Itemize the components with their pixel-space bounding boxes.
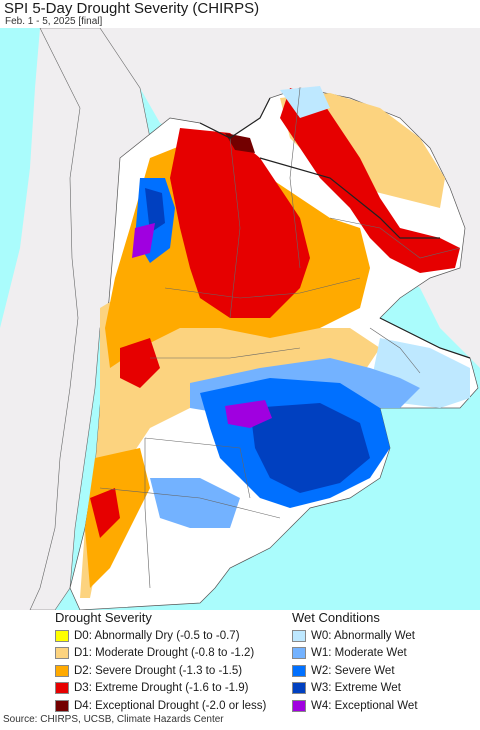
legend: Drought Severity D0: Abnormally Dry (-0.… <box>0 610 480 712</box>
legend-label-w4: W4: Exceptional Wet <box>311 699 418 712</box>
zone-w4 <box>225 400 272 428</box>
legend-item-d2: D2: Severe Drought (-1.3 to -1.5) <box>55 662 266 680</box>
swatch-w3 <box>292 682 306 695</box>
legend-label-d0: D0: Abnormally Dry (-0.5 to -0.7) <box>74 629 240 642</box>
zone-d3-patch <box>120 338 160 388</box>
zone-d3 <box>170 128 310 318</box>
legend-item-d3: D3: Extreme Drought (-1.6 to -1.9) <box>55 680 266 698</box>
drought-map <box>0 28 480 610</box>
swatch-d4 <box>55 699 69 712</box>
legend-item-d4: D4: Exceptional Drought (-2.0 or less) <box>55 697 266 715</box>
legend-wet-heading: Wet Conditions <box>292 610 380 625</box>
legend-label-w0: W0: Abnormally Wet <box>311 629 415 642</box>
zone-w1-south <box>150 478 240 528</box>
source-credit: Source: CHIRPS, UCSB, Climate Hazards Ce… <box>3 714 224 725</box>
legend-item-w3: W3: Extreme Wet <box>292 680 418 698</box>
legend-label-d1: D1: Moderate Drought (-0.8 to -1.2) <box>74 647 255 660</box>
legend-item-w4: W4: Exceptional Wet <box>292 697 418 715</box>
country-borders <box>199 97 471 359</box>
province-borders <box>99 87 461 589</box>
zone-w3-west <box>145 188 165 233</box>
legend-label-d2: D2: Severe Drought (-1.3 to -1.5) <box>74 664 243 677</box>
swatch-d3 <box>55 682 69 695</box>
legend-item-d0: D0: Abnormally Dry (-0.5 to -0.7) <box>55 627 266 645</box>
legend-label-w3: W3: Extreme Wet <box>311 682 401 695</box>
zone-w0-north <box>280 86 330 118</box>
swatch-d0 <box>55 629 69 642</box>
legend-item-w0: W0: Abnormally Wet <box>292 627 418 645</box>
legend-item-d1: D1: Moderate Drought (-0.8 to -1.2) <box>55 645 266 663</box>
legend-wet: Wet Conditions W0: Abnormally Wet W1: Mo… <box>292 610 418 715</box>
swatch-d2 <box>55 664 69 677</box>
legend-item-w2: W2: Severe Wet <box>292 662 418 680</box>
legend-drought-heading: Drought Severity <box>55 610 152 625</box>
legend-label-w1: W1: Moderate Wet <box>311 647 407 660</box>
legend-label-w2: W2: Severe Wet <box>311 664 395 677</box>
swatch-w2 <box>292 664 306 677</box>
map-title: SPI 5-Day Drought Severity (CHIRPS) <box>4 0 260 17</box>
swatch-w1 <box>292 647 306 660</box>
legend-item-w1: W1: Moderate Wet <box>292 645 418 663</box>
legend-label-d4: D4: Exceptional Drought (-2.0 or less) <box>74 699 267 712</box>
swatch-w0 <box>292 629 306 642</box>
zone-w4-west <box>132 223 155 258</box>
legend-label-d3: D3: Extreme Drought (-1.6 to -1.9) <box>74 682 249 695</box>
swatch-d1 <box>55 647 69 660</box>
zone-w3 <box>250 403 370 493</box>
swatch-w4 <box>292 699 306 712</box>
zone-d4 <box>225 133 255 153</box>
legend-drought: Drought Severity D0: Abnormally Dry (-0.… <box>55 610 266 715</box>
zone-d3-south <box>90 488 120 538</box>
map-subtitle: Feb. 1 - 5, 2025 [final] <box>5 16 103 27</box>
zone-d3-east <box>280 88 460 273</box>
